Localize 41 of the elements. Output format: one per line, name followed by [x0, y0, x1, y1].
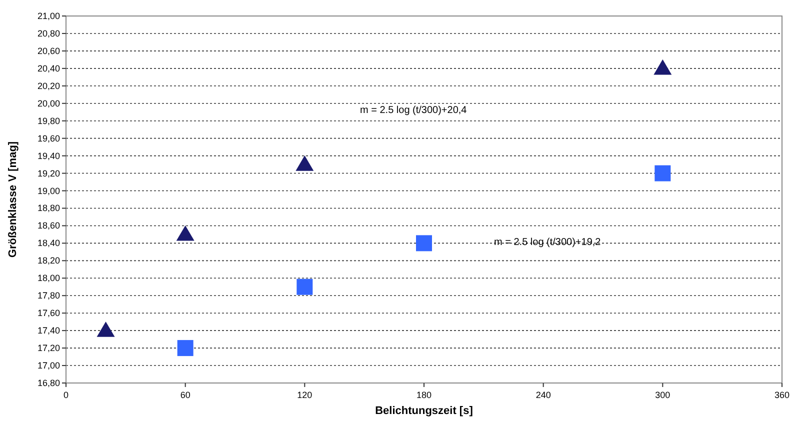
y-tick-label: 20,00 — [37, 98, 60, 108]
point — [296, 156, 314, 171]
annotation: m = 2.5 log (t/300)+19,2 — [494, 237, 602, 248]
y-tick-label: 20,60 — [37, 46, 60, 56]
x-tick-label: 240 — [536, 390, 551, 400]
y-tick-label: 19,20 — [37, 168, 60, 178]
point — [416, 235, 432, 252]
x-tick-label: 0 — [63, 390, 69, 400]
x-tick-label: 300 — [655, 390, 670, 400]
annotation: m = 2.5 log (t/300)+20,4 — [360, 105, 468, 116]
y-tick-label: 18,60 — [37, 220, 60, 231]
point — [177, 340, 194, 356]
y-tick-label: 18,40 — [37, 238, 60, 248]
y-tick-label: 18,00 — [37, 273, 60, 284]
x-tick-label: 60 — [180, 390, 190, 400]
y-tick-label: 17,20 — [37, 343, 60, 354]
y-tick-label: 19,60 — [37, 133, 60, 144]
point — [654, 165, 671, 182]
y-tick-label: 17,40 — [37, 326, 60, 336]
y-axis-title: Größenklasse V [mag] — [7, 141, 19, 258]
x-tick-label: 180 — [416, 390, 432, 400]
x-tick-label: 360 — [774, 390, 790, 400]
y-tick-label: 17,60 — [37, 308, 60, 318]
y-tick-label: 17,00 — [37, 360, 60, 371]
y-tick-label: 18,20 — [37, 256, 60, 266]
y-tick-label: 19,40 — [37, 150, 60, 161]
point — [176, 225, 194, 241]
point — [296, 278, 313, 295]
y-tick-label: 17,80 — [37, 290, 60, 301]
y-tick-label: 21,00 — [37, 11, 60, 21]
y-tick-label: 19,80 — [37, 116, 60, 126]
y-tick-label: 20,20 — [37, 80, 60, 91]
y-tick-label: 20,80 — [37, 28, 60, 38]
y-tick-label: 20,40 — [37, 63, 60, 74]
point — [654, 59, 672, 75]
point — [96, 322, 115, 337]
x-axis-title: Belichtungszeit [s] — [375, 405, 474, 417]
y-tick-label: 19,00 — [37, 186, 60, 196]
x-tick-label: 120 — [297, 390, 312, 400]
y-tick-label: 18,80 — [37, 203, 60, 214]
y-tick-label: 16,80 — [37, 378, 60, 388]
